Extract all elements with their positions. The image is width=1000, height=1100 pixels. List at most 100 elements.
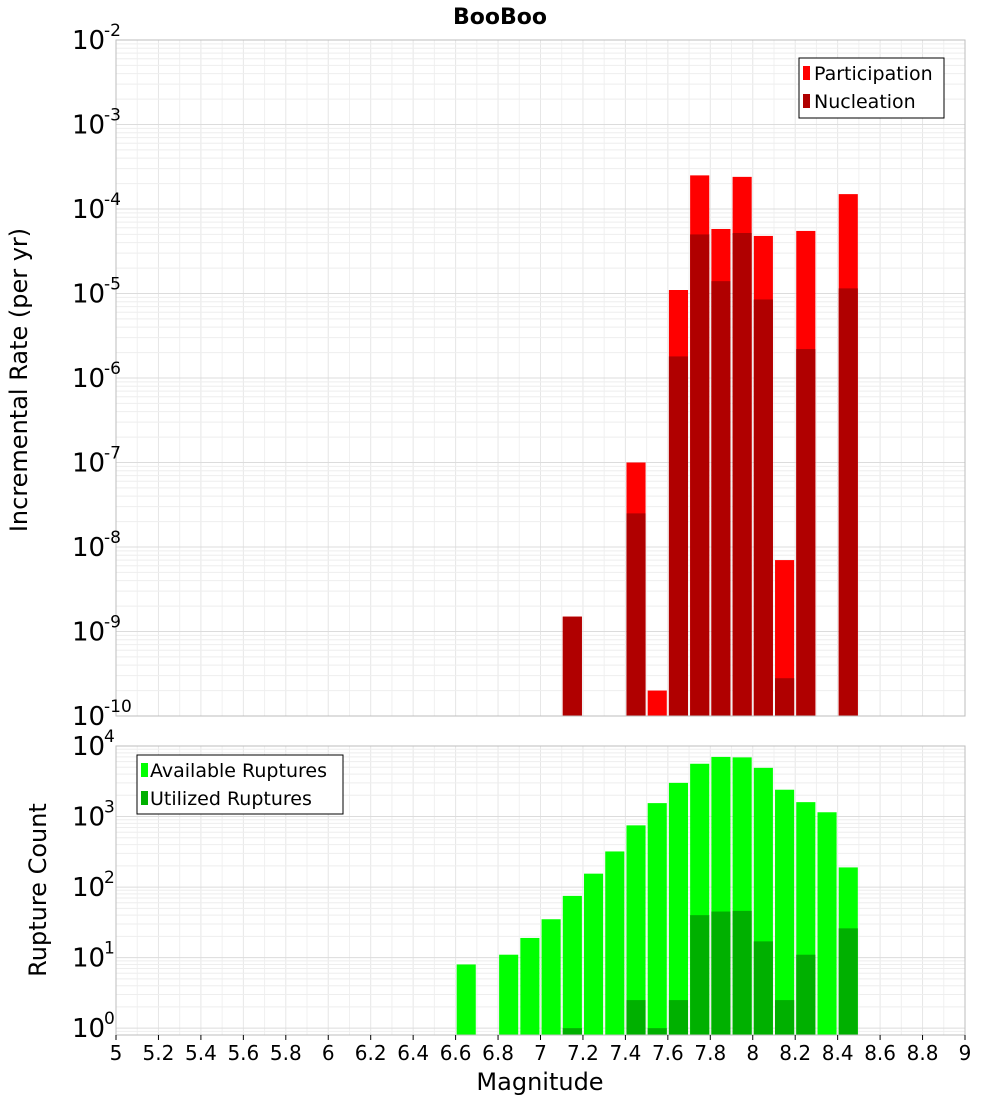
- rate-bar-nucleation: [775, 678, 795, 716]
- x-tick-label: 7.2: [567, 1041, 599, 1065]
- x-tick-label: 6.2: [355, 1041, 387, 1065]
- count-bar-utilized-ruptures: [626, 1000, 646, 1035]
- y-tick-label-base: 10: [72, 732, 105, 762]
- count-bar-available-ruptures: [562, 895, 582, 1035]
- rate-bar-nucleation: [562, 616, 582, 716]
- x-tick-label: 5.2: [143, 1041, 175, 1065]
- y-tick-label-exponent: -9: [104, 613, 121, 633]
- y-tick-label-exponent: -8: [104, 528, 121, 548]
- count-bar-utilized-ruptures: [796, 954, 816, 1035]
- y-tick-label-exponent: -7: [104, 444, 121, 464]
- y-tick-label-base: 10: [72, 1014, 105, 1044]
- chart-title: BooBoo: [453, 5, 547, 30]
- y-tick-label-exponent: 4: [104, 727, 115, 747]
- top-legend: Participation Nucleation: [798, 57, 945, 119]
- legend-participation-label: Participation: [814, 63, 933, 85]
- y-tick-label-exponent: -6: [104, 359, 121, 379]
- count-bar-utilized-ruptures: [732, 910, 752, 1035]
- count-bar-utilized-ruptures: [668, 1000, 689, 1035]
- bottom-bars: [456, 756, 858, 1035]
- y-tick-label-exponent: 1: [104, 939, 115, 959]
- x-tick-label: 7.8: [694, 1041, 726, 1065]
- y-tick-label-exponent: 3: [104, 798, 115, 818]
- x-tick-label: 6.4: [397, 1041, 429, 1065]
- count-bar-available-ruptures: [520, 937, 540, 1035]
- rate-bar-participation: [647, 690, 667, 716]
- x-tick-label: 8: [746, 1041, 759, 1065]
- rate-bar-nucleation: [753, 299, 773, 716]
- top-grid: [115, 39, 966, 717]
- y-tick-label-exponent: -3: [104, 106, 121, 126]
- y-tick-label-exponent: 0: [104, 1009, 115, 1029]
- legend-available-swatch: [141, 763, 148, 777]
- x-tick-label: 8.8: [907, 1041, 939, 1065]
- x-tick-label: 6.8: [482, 1041, 514, 1065]
- x-tick-label: 5.6: [227, 1041, 259, 1065]
- x-tick-label: 8.4: [822, 1041, 854, 1065]
- x-tick-label: 7.4: [609, 1041, 641, 1065]
- y-tick-label-base: 10: [72, 449, 105, 479]
- rate-bar-nucleation: [732, 232, 752, 716]
- x-tick-label: 6: [322, 1041, 335, 1065]
- y-tick-label-base: 10: [72, 533, 105, 563]
- rate-bar-participation: [775, 560, 795, 716]
- top-y-axis-label: Incremental Rate (per yr): [5, 228, 33, 532]
- rate-bar-nucleation: [838, 288, 858, 716]
- rate-bar-nucleation: [668, 356, 689, 716]
- top-plot-frame: [115, 39, 966, 717]
- count-bar-available-ruptures: [541, 919, 561, 1035]
- y-tick-label-base: 10: [72, 873, 105, 903]
- count-bar-available-ruptures: [456, 964, 476, 1035]
- legend-utilized-label: Utilized Ruptures: [150, 788, 312, 810]
- count-bar-available-ruptures: [499, 954, 519, 1035]
- legend-participation-swatch: [803, 66, 810, 80]
- x-tick-label: 8.6: [864, 1041, 896, 1065]
- y-tick-label-base: 10: [72, 944, 105, 974]
- y-tick-label-exponent: 2: [104, 868, 115, 888]
- count-bar-available-ruptures: [626, 825, 646, 1035]
- count-bar-utilized-ruptures: [562, 1028, 582, 1035]
- bottom-y-axis-label: Rupture Count: [24, 803, 52, 977]
- top-bars: [562, 175, 858, 717]
- y-tick-label-base: 10: [72, 702, 105, 732]
- rate-bar-nucleation: [690, 234, 710, 717]
- y-tick-label-base: 10: [72, 618, 105, 648]
- y-tick-label-base: 10: [72, 26, 105, 56]
- legend-utilized-swatch: [141, 791, 148, 805]
- x-tick-label: 7: [534, 1041, 547, 1065]
- count-bar-available-ruptures: [668, 782, 689, 1035]
- count-bar-available-ruptures: [775, 789, 795, 1035]
- y-tick-label-base: 10: [72, 803, 105, 833]
- x-tick-label: 8.2: [779, 1041, 811, 1065]
- count-bar-available-ruptures: [605, 851, 625, 1035]
- count-bar-available-ruptures: [817, 812, 837, 1035]
- count-bar-utilized-ruptures: [775, 1000, 795, 1035]
- bottom-grid: [115, 745, 966, 1036]
- y-tick-label-base: 10: [72, 280, 105, 310]
- x-tick-label: 5.4: [185, 1041, 217, 1065]
- rate-bar-nucleation: [711, 281, 731, 716]
- count-bar-utilized-ruptures: [647, 1028, 667, 1035]
- legend-nucleation-swatch: [803, 94, 810, 108]
- y-tick-label-exponent: -5: [104, 275, 121, 295]
- count-bar-utilized-ruptures: [711, 911, 731, 1035]
- top-legend-box: [798, 57, 945, 119]
- y-tick-label-base: 10: [72, 195, 105, 225]
- count-bar-available-ruptures: [647, 803, 667, 1035]
- count-bar-utilized-ruptures: [753, 941, 773, 1035]
- y-tick-label-exponent: -4: [104, 190, 121, 210]
- legend-nucleation-label: Nucleation: [814, 91, 916, 113]
- x-tick-label: 9: [959, 1041, 972, 1065]
- y-tick-label-exponent: -2: [104, 21, 121, 41]
- count-bar-available-ruptures: [584, 873, 604, 1035]
- x-tick-label: 5: [110, 1041, 123, 1065]
- x-tick-label: 7.6: [652, 1041, 684, 1065]
- count-bar-utilized-ruptures: [690, 915, 710, 1035]
- rate-bar-nucleation: [626, 513, 646, 716]
- y-tick-label-exponent: -10: [104, 697, 132, 717]
